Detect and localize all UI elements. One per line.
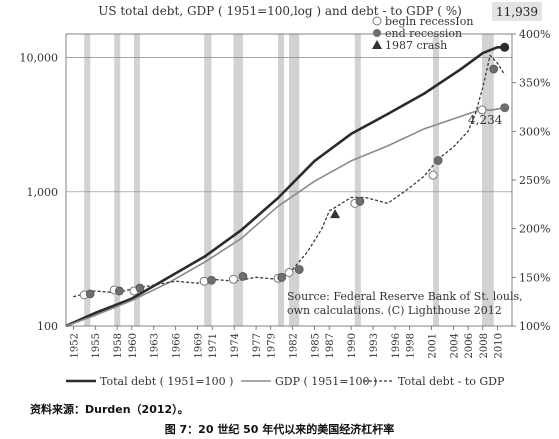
source-line-1: Source: Federal Reserve Bank of St. loul…: [287, 290, 523, 303]
peak-value-label: 11,939: [496, 5, 538, 19]
peak-label-box: [492, 2, 542, 21]
right-tick-label: 150%: [519, 271, 550, 284]
begin-recession-marker: [428, 170, 438, 180]
x-tick-label: 2008: [479, 333, 490, 358]
recession-band: [133, 34, 140, 326]
left-axis: 100 1,000 10,000: [20, 52, 59, 333]
x-tick-label: 1996: [391, 333, 402, 358]
recession-bands: [84, 34, 494, 326]
legend-filled-circle-icon: [373, 29, 381, 37]
begin-recession-marker: [228, 274, 238, 284]
end-recession-marker: [277, 272, 287, 282]
end-recession-marker: [135, 283, 145, 293]
x-tick-label: 1979: [267, 333, 278, 358]
recession-band: [114, 34, 121, 326]
x-tick-label: 1985: [311, 333, 322, 358]
end-recession-marker: [238, 271, 248, 281]
recession-band: [482, 34, 494, 326]
recession-band: [233, 34, 243, 326]
x-tick-label: 2004: [450, 333, 461, 358]
series-line: [65, 46, 505, 328]
legend-series-label: Total debt - to GDP: [398, 375, 505, 388]
legend-marker-label: 1987 crash: [385, 39, 447, 52]
x-tick-label: 1969: [194, 333, 205, 358]
begin-recession-marker: [477, 105, 487, 115]
legend-bottom: Total debt ( 1951=100 ) GDP ( 1951=100 ) T…: [66, 375, 505, 388]
series-lines: [65, 46, 506, 328]
x-tick-label: 1974: [230, 333, 241, 358]
x-tick-label: 1982: [289, 333, 300, 358]
right-tick-label: 100%: [519, 320, 550, 333]
chart-title: US total debt, GDP ( 1951=100,log ) and …: [98, 4, 462, 18]
x-tick-label: 1993: [369, 333, 380, 358]
legend-series-label: Total debt ( 1951=100 ): [100, 375, 233, 388]
legend-open-circle-icon: [372, 16, 382, 26]
x-axis: 1952 1955 1958 1960 1963 1966 1969 1971 1974 1977…: [69, 326, 504, 358]
source-box: Source: Federal Reserve Bank of St. loul…: [287, 290, 523, 317]
begin-recession-marker: [199, 276, 209, 286]
leverage-chart: US total debt, GDP ( 1951=100,log ) and …: [20, 2, 550, 388]
series-line: [73, 54, 506, 298]
legend-marker-label: end recession: [385, 27, 462, 40]
gridlines: [66, 57, 512, 193]
end-recession-marker: [489, 64, 499, 74]
x-tick-label: 2010: [493, 333, 504, 358]
gdp-end-marker: [500, 103, 510, 113]
end-recession-marker: [207, 275, 216, 285]
legend-series-label: GDP ( 1951=100 ): [275, 375, 377, 388]
right-tick-label: 400%: [519, 28, 550, 41]
right-tick-label: 200%: [519, 223, 550, 236]
end-recession-marker: [114, 286, 124, 296]
x-tick-label: 1960: [128, 333, 139, 358]
series-markers: [79, 42, 510, 300]
total-debt-peak-marker: [500, 42, 510, 52]
source-note: 资料来源：Durden（2012）。: [30, 403, 189, 416]
figure-caption: 图 7：20 世纪 50 年代以来的美国经济杠杆率: [164, 423, 395, 436]
x-tick-label: 1963: [150, 333, 161, 358]
x-tick-label: 2006: [464, 333, 475, 358]
source-line-2: own calculations. (C) Lighthouse 2012: [287, 304, 502, 317]
end-recession-marker: [294, 265, 304, 274]
crash-marker: [330, 209, 341, 219]
left-tick-label: 100: [37, 320, 58, 333]
x-tick-label: 2001: [428, 333, 439, 358]
end-recession-marker: [85, 289, 95, 299]
x-tick-label: 1998: [406, 333, 417, 358]
gdp-end-label: 4,234: [468, 113, 503, 127]
right-tick-label: 250%: [519, 174, 550, 187]
end-recession-marker: [355, 197, 365, 206]
begin-recession-marker: [284, 267, 294, 277]
x-tick-label: 1966: [172, 333, 183, 358]
recession-band: [433, 34, 440, 326]
recession-band: [278, 34, 285, 326]
x-tick-label: 1971: [208, 333, 219, 358]
left-tick-label: 10,000: [20, 52, 59, 65]
right-tick-label: 300%: [519, 125, 550, 138]
right-tick-label: 350%: [519, 77, 550, 90]
x-tick-label: 1977: [252, 333, 263, 358]
legend-triangle-icon: [372, 40, 382, 49]
legend-marker-label: begln recessIon: [385, 15, 473, 28]
x-tick-label: 1955: [91, 333, 102, 358]
x-tick-label: 1952: [69, 333, 80, 358]
x-tick-label: 1958: [113, 333, 124, 358]
recession-band: [84, 34, 91, 326]
x-tick-label: 1990: [347, 333, 358, 358]
x-tick-label: 1987: [325, 333, 336, 358]
right-axis: 100% 150% 200% 250% 300% 350% 400%: [512, 28, 550, 333]
left-tick-label: 1,000: [27, 186, 59, 199]
recession-band: [354, 34, 361, 326]
end-recession-marker: [433, 156, 443, 165]
recession-band: [204, 34, 212, 326]
